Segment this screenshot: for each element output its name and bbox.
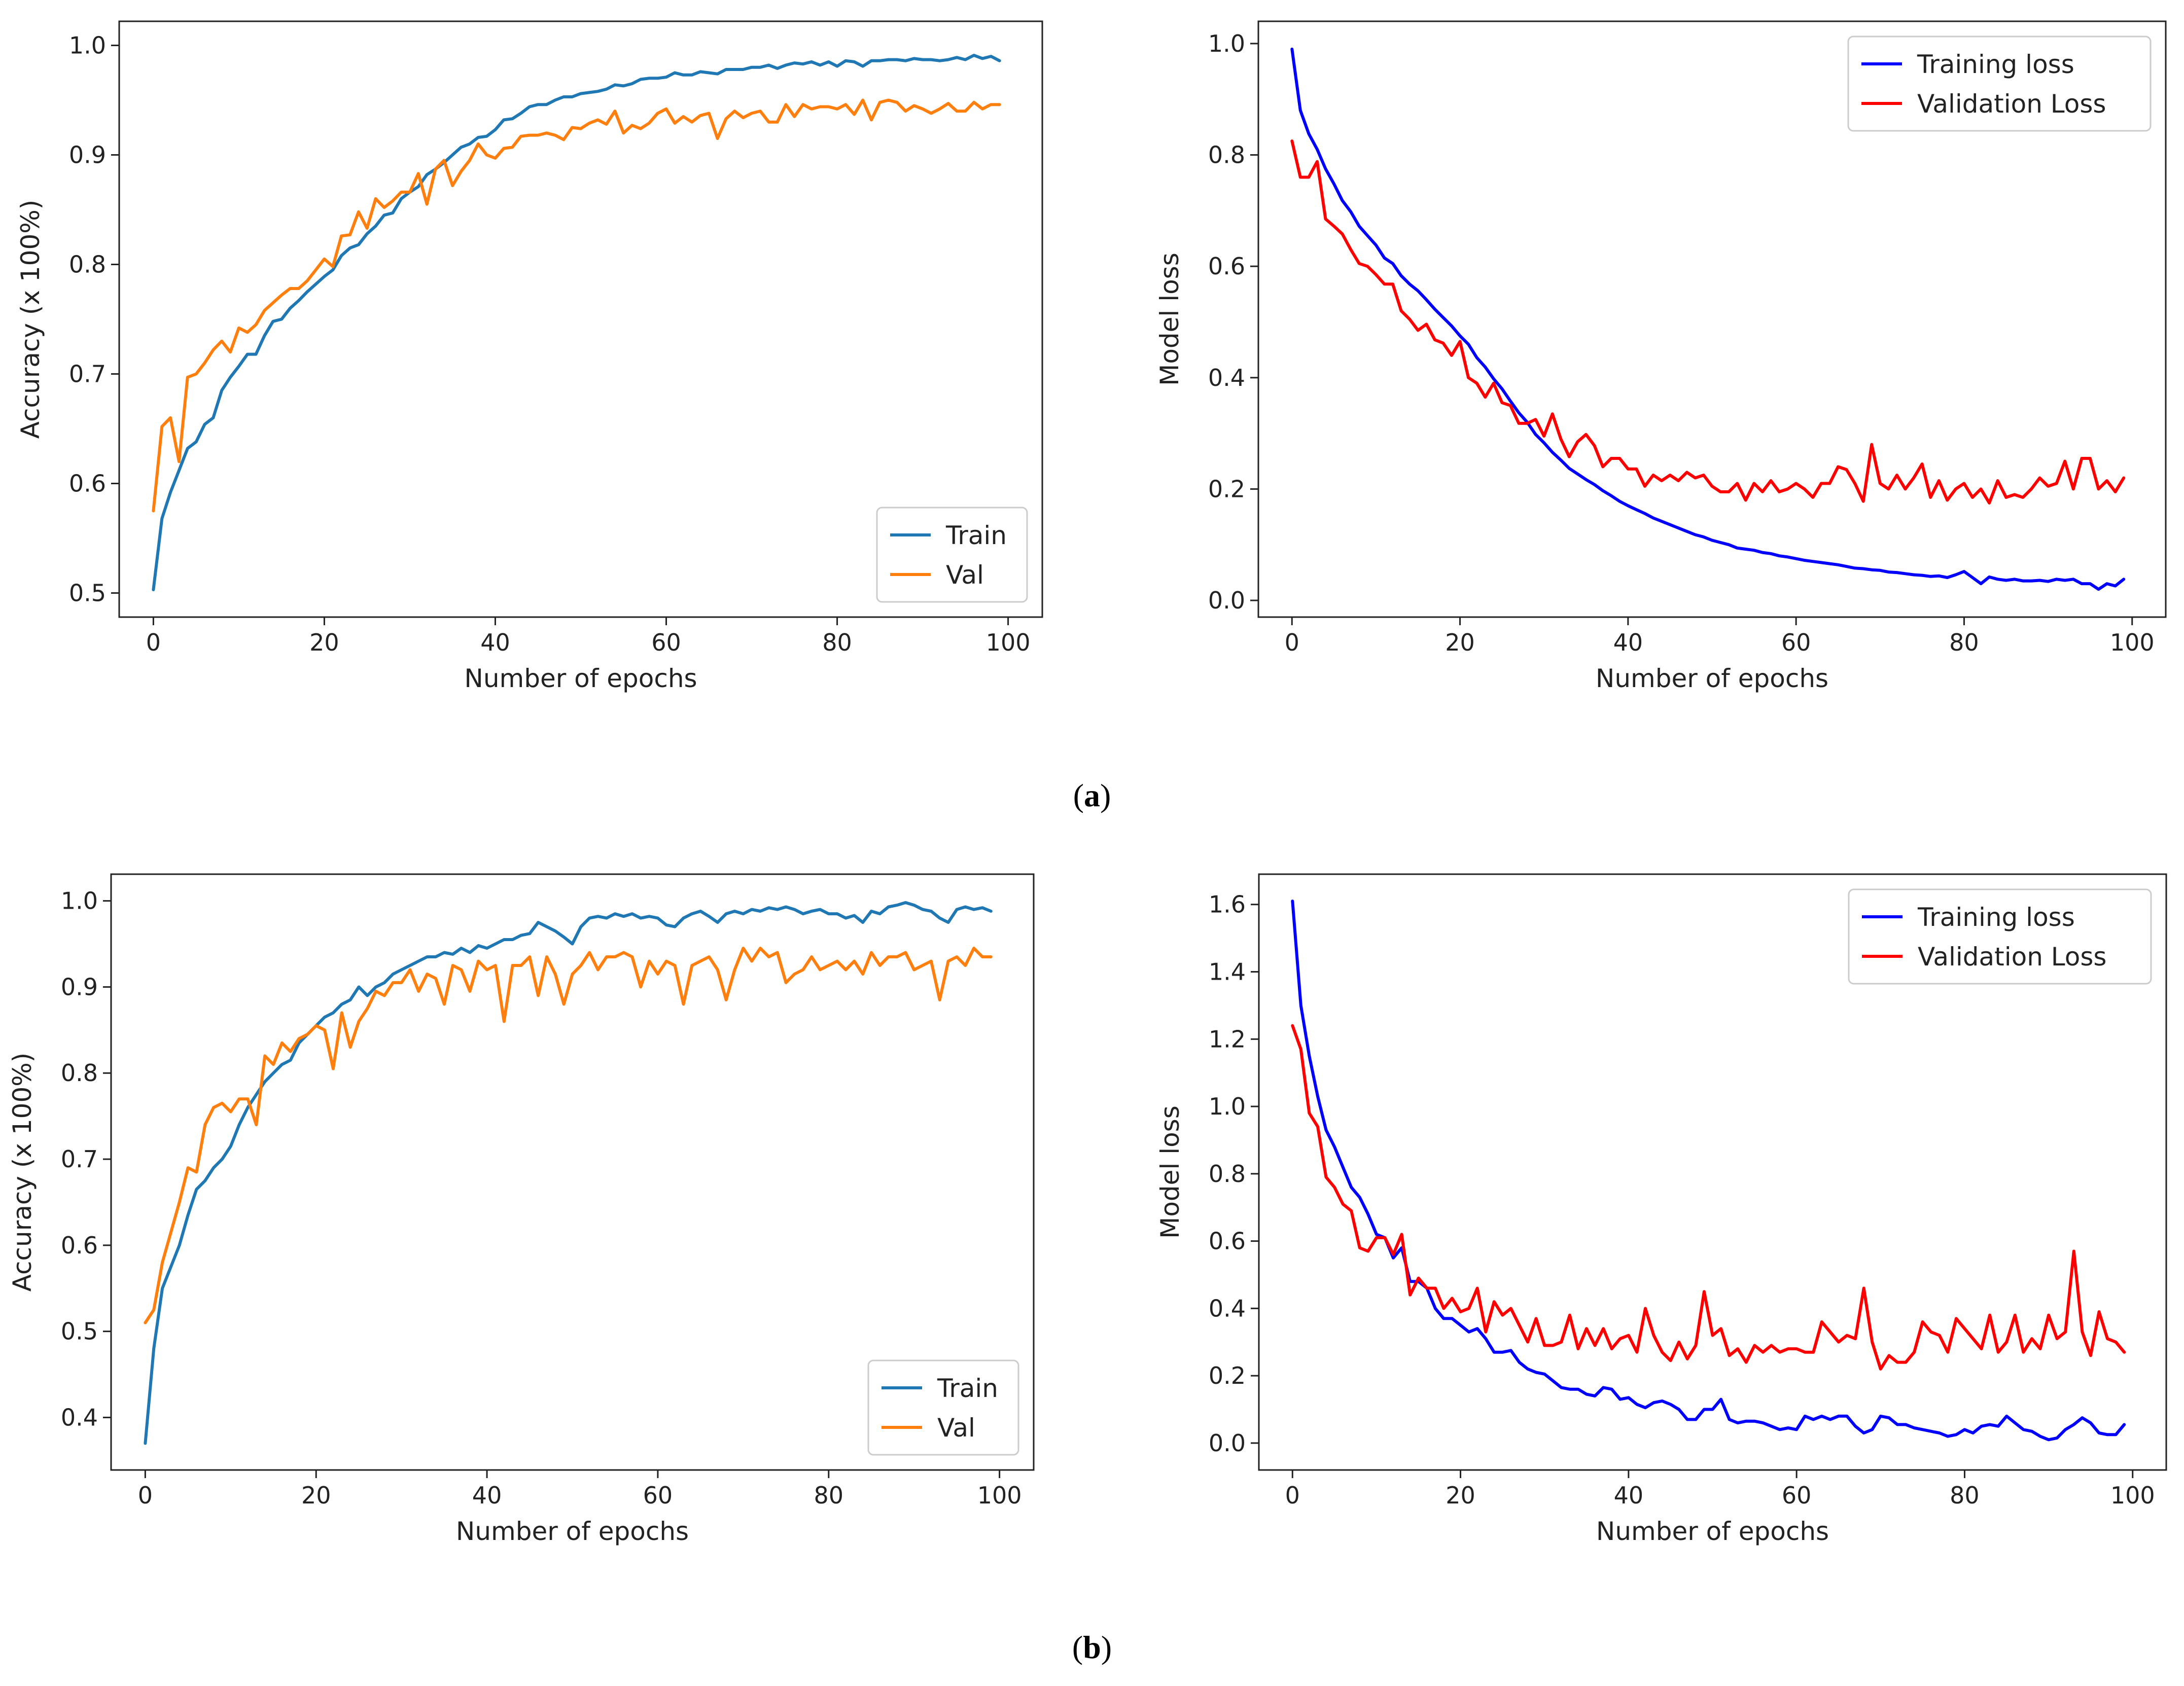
axes-frame	[1258, 873, 2167, 1471]
y-tick-label: 1.0	[61, 887, 98, 915]
x-tick-label: 100	[986, 629, 1031, 656]
x-axis-label: Number of epochs	[456, 1517, 689, 1546]
x-tick-label: 100	[2110, 629, 2155, 656]
y-tick-label: 0.9	[61, 973, 98, 1000]
series-line-train	[144, 901, 993, 1445]
x-tick-label: 40	[1614, 1482, 1644, 1509]
y-tick-label: 0.2	[1208, 475, 1245, 503]
y-tick-label: 0.8	[69, 251, 106, 278]
y-tick-label: 0.4	[1208, 364, 1245, 391]
x-tick-label: 80	[814, 1482, 844, 1509]
legend: Training loss Validation Loss	[1848, 888, 2152, 985]
y-tick-label: 0.8	[1209, 1160, 1246, 1188]
x-tick-label: 80	[1950, 1482, 1980, 1509]
x-tick-label: 100	[2110, 1482, 2155, 1509]
y-axis-label: Model loss	[1155, 1105, 1185, 1239]
legend-label: Validation Loss	[1917, 89, 2106, 119]
y-tick-label: 0.4	[61, 1404, 98, 1431]
x-tick-label: 0	[1285, 629, 1299, 656]
x-tick-label: 100	[977, 1482, 1022, 1509]
x-tick-label: 80	[822, 629, 852, 656]
y-tick-label: 0.8	[61, 1059, 98, 1087]
chart-a-loss: 0 20 40 60 80 100 0.0 0.2 0.4 0.6 0.8 1.0 Number of …	[1155, 20, 2167, 693]
y-tick-label: 0.6	[1209, 1228, 1246, 1255]
y-tick-label: 0.5	[61, 1318, 98, 1345]
y-tick-label: 1.0	[1208, 30, 1245, 57]
y-tick-label: 1.0	[1209, 1093, 1246, 1120]
legend-label: Train	[937, 1374, 998, 1403]
y-tick-label: 0.7	[61, 1145, 98, 1173]
series-line-val	[152, 98, 1001, 513]
y-tick-label: 0.6	[61, 1232, 98, 1259]
axes-frame	[1257, 20, 2167, 618]
axes-frame	[118, 20, 1043, 618]
x-tick-label: 20	[301, 1482, 331, 1509]
legend-label: Training loss	[1917, 903, 2075, 932]
y-tick-label: 1.6	[1209, 891, 1246, 918]
y-axis-label: Model loss	[1155, 253, 1184, 386]
legend-label: Val	[937, 1413, 975, 1443]
panel-label-a: (a)	[1073, 777, 1111, 813]
legend-label: Val	[946, 560, 984, 590]
legend-box	[876, 507, 1028, 603]
x-tick-label: 0	[146, 629, 161, 656]
legend: Train Val	[876, 507, 1028, 603]
legend: Train Val	[867, 1359, 1019, 1456]
y-tick-label: 0.0	[1208, 587, 1245, 614]
legend-box	[1847, 35, 2152, 132]
x-tick-label: 80	[1949, 629, 1979, 656]
chart-b-loss: 0 20 40 60 80 100 0.0 0.2 0.4 0.6 0.8 1.0 1.2 1.4 1.6 N…	[1155, 873, 2167, 1546]
x-tick-label: 0	[138, 1482, 153, 1509]
legend-label: Validation Loss	[1918, 942, 2106, 972]
x-tick-label: 60	[651, 629, 681, 656]
series-line-training-loss	[1291, 900, 2126, 1442]
y-tick-label: 1.0	[69, 32, 106, 59]
legend: Training loss Validation Loss	[1847, 35, 2152, 132]
y-tick-label: 1.4	[1209, 958, 1246, 986]
chart-b-accuracy: 0 20 40 60 80 100 0.4 0.5 0.6 0.7 0.8 0.9 1.0 Number …	[8, 873, 1035, 1546]
chart-a-accuracy: 0 20 40 60 80 100 0.5 0.6 0.7 0.8 0.9 1.0 Number of …	[16, 20, 1043, 693]
series-line-validation-loss	[1291, 1024, 2126, 1371]
series-line-training-loss	[1290, 47, 2126, 591]
y-tick-label: 0.9	[69, 141, 106, 169]
y-axis-label: Accuracy (x 100%)	[16, 200, 45, 439]
x-tick-label: 40	[472, 1482, 502, 1509]
x-tick-label: 60	[1781, 629, 1811, 656]
axes-frame	[110, 873, 1035, 1471]
x-tick-label: 20	[1445, 629, 1475, 656]
x-tick-label: 20	[1446, 1482, 1475, 1509]
legend-box	[1848, 888, 2152, 985]
x-tick-label: 20	[309, 629, 339, 656]
legend-box	[867, 1359, 1019, 1456]
y-tick-label: 0.0	[1209, 1429, 1246, 1457]
x-tick-label: 40	[480, 629, 510, 656]
series-line-train	[152, 54, 1001, 591]
series-line-val	[144, 947, 993, 1324]
x-tick-label: 0	[1285, 1482, 1300, 1509]
series-line-validation-loss	[1290, 139, 2126, 505]
x-axis-label: Number of epochs	[1596, 664, 1828, 693]
y-axis-label: Accuracy (x 100%)	[8, 1053, 37, 1292]
legend-label: Train	[945, 521, 1007, 550]
x-tick-label: 40	[1613, 629, 1643, 656]
y-tick-label: 0.6	[1208, 253, 1245, 280]
y-tick-label: 0.5	[69, 579, 106, 606]
x-axis-label: Number of epochs	[1596, 1517, 1829, 1546]
y-tick-label: 1.2	[1209, 1025, 1246, 1053]
y-tick-label: 0.7	[69, 360, 106, 387]
y-tick-label: 0.2	[1209, 1362, 1246, 1389]
y-tick-label: 0.4	[1209, 1295, 1246, 1322]
panel-label-b: (b)	[1072, 1629, 1112, 1665]
y-tick-label: 0.8	[1208, 141, 1245, 169]
x-axis-label: Number of epochs	[464, 664, 697, 693]
legend-label: Training loss	[1917, 50, 2074, 79]
y-tick-label: 0.6	[69, 470, 106, 497]
x-tick-label: 60	[643, 1482, 673, 1509]
x-tick-label: 60	[1782, 1482, 1812, 1509]
